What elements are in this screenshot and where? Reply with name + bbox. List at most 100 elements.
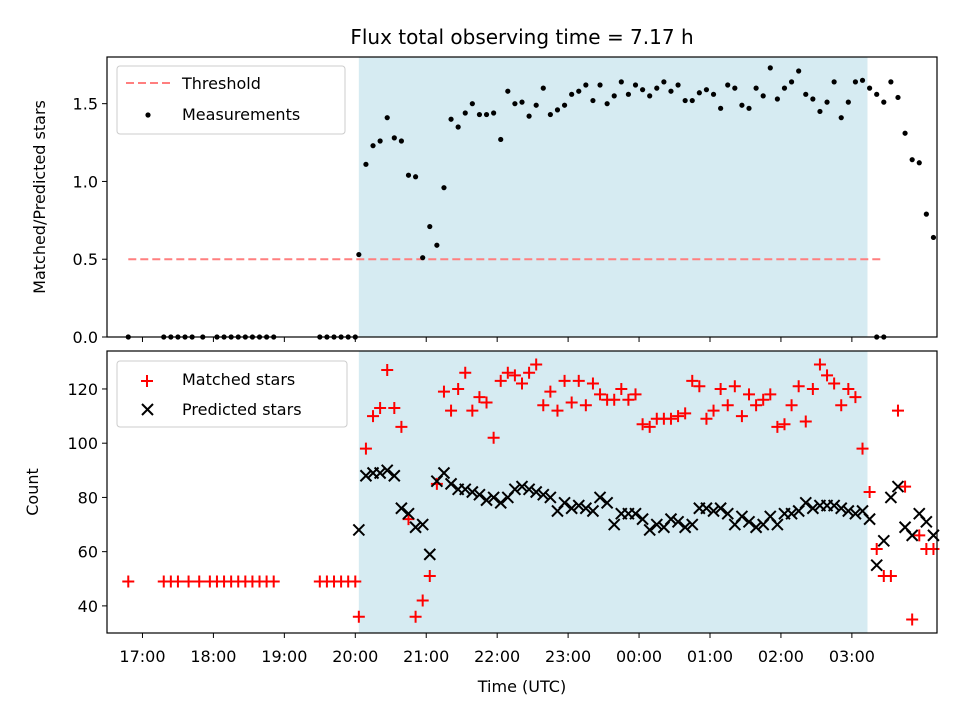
measurement-point: [576, 88, 582, 94]
measurement-point: [760, 93, 766, 99]
measurement-point: [569, 91, 575, 97]
x-tick-label: 00:00: [616, 647, 662, 666]
measurement-point: [632, 82, 639, 88]
measurement-point: [420, 255, 426, 261]
matched-star-point: [899, 480, 912, 493]
predicted-star-point: [395, 502, 408, 515]
predicted-star-point: [686, 518, 699, 531]
measurement-point: [370, 143, 376, 149]
measurement-point: [583, 82, 589, 88]
matched-star-point: [884, 570, 897, 583]
matched-star-point: [395, 420, 408, 433]
matched-star-point: [778, 418, 791, 431]
measurement-point: [519, 99, 525, 105]
measurement-point: [604, 101, 610, 107]
matched-star-point: [565, 396, 578, 409]
matched-star-point: [402, 513, 415, 526]
matched-star-point: [799, 415, 812, 428]
measurement-point: [441, 185, 447, 191]
measurement-point: [363, 161, 369, 167]
matched-star-point: [743, 388, 756, 401]
y-tick-label: 0.0: [73, 328, 98, 347]
predicted-star-point: [558, 496, 571, 510]
matched-star-point: [764, 388, 777, 401]
measurement-point: [817, 108, 823, 115]
matched-star-point: [359, 442, 372, 455]
top-y-axis-label: Matched/Predicted stars: [30, 100, 49, 294]
matched-star-point: [700, 412, 713, 425]
bottom-y-axis-label: Count: [23, 468, 42, 516]
predicted-star-point: [537, 488, 550, 501]
predicted-star-point: [678, 521, 692, 534]
matched-star-point: [693, 380, 706, 393]
measurement-point: [647, 93, 653, 99]
predicted-star-point: [473, 488, 486, 501]
predicted-star-point: [508, 483, 522, 496]
measurement-point: [611, 93, 617, 99]
predicted-star-point: [835, 502, 848, 515]
matched-star-point: [437, 385, 450, 398]
measurement-point: [554, 107, 561, 113]
bottom-observing-window: [358, 351, 868, 633]
matched-star-point: [906, 613, 919, 626]
measurement-point: [895, 94, 901, 101]
measurement-point: [824, 99, 830, 105]
measurement-point: [412, 174, 419, 180]
predicted-star-point: [877, 534, 891, 548]
legend-matched-label: Matched stars: [182, 370, 295, 389]
measurement-point: [512, 101, 518, 107]
matched-star-point: [622, 393, 635, 406]
matched-star-point: [466, 404, 479, 417]
measurement-point: [767, 65, 773, 71]
matched-star-point: [771, 420, 784, 433]
predicted-star-point: [863, 512, 876, 526]
matched-star-point: [558, 374, 571, 387]
measurement-point: [923, 211, 929, 217]
predicted-star-point: [870, 559, 883, 572]
matched-star-point: [849, 391, 862, 404]
legend-matched-swatch: [141, 375, 153, 387]
measurement-point: [526, 113, 532, 119]
bottom-legend: Matched stars Predicted stars: [116, 360, 348, 428]
matched-star-point: [452, 382, 465, 395]
predicted-star-point: [459, 483, 472, 496]
matched-star-point: [714, 382, 727, 395]
legend-measurements-label: Measurements: [182, 105, 300, 124]
predicted-star-point: [572, 499, 585, 512]
top-panel: 0.0 0.5 1.0 1.5 Matched/Predicted stars Thr…: [30, 56, 938, 347]
measurement-point: [810, 96, 816, 102]
matched-star-point: [813, 358, 826, 371]
predicted-star-point: [700, 502, 713, 515]
matched-star-point: [629, 388, 642, 401]
matched-star-point: [891, 404, 904, 417]
predicted-star-point: [608, 518, 621, 531]
matched-star-point: [367, 410, 380, 423]
matched-star-point: [735, 410, 748, 423]
predicted-star-point: [643, 523, 656, 537]
predicted-star-point: [565, 502, 578, 515]
measurement-point: [803, 91, 809, 97]
matched-star-point: [728, 380, 741, 393]
measurement-point: [618, 79, 624, 85]
y-tick-label: 100: [67, 434, 98, 453]
predicted-star-point: [785, 507, 798, 520]
measurement-point: [831, 79, 837, 85]
predicted-star-point: [586, 504, 600, 518]
measurement-point: [845, 99, 851, 105]
y-tick-label: 80: [78, 488, 98, 507]
measurement-point: [710, 91, 717, 97]
measurement-point: [427, 223, 433, 230]
predicted-star-point: [849, 507, 862, 520]
predicted-star-point: [544, 491, 557, 504]
predicted-star-point: [806, 502, 820, 515]
predicted-star-point: [742, 515, 756, 529]
bottom-legend-box: [116, 360, 348, 428]
predicted-star-point: [522, 483, 536, 496]
predicted-star-point: [593, 491, 607, 504]
measurement-point: [434, 242, 440, 248]
measurement-point: [781, 85, 788, 91]
measurement-point: [654, 85, 660, 91]
matched-star-point: [530, 358, 543, 371]
predicted-star-point: [444, 477, 458, 491]
